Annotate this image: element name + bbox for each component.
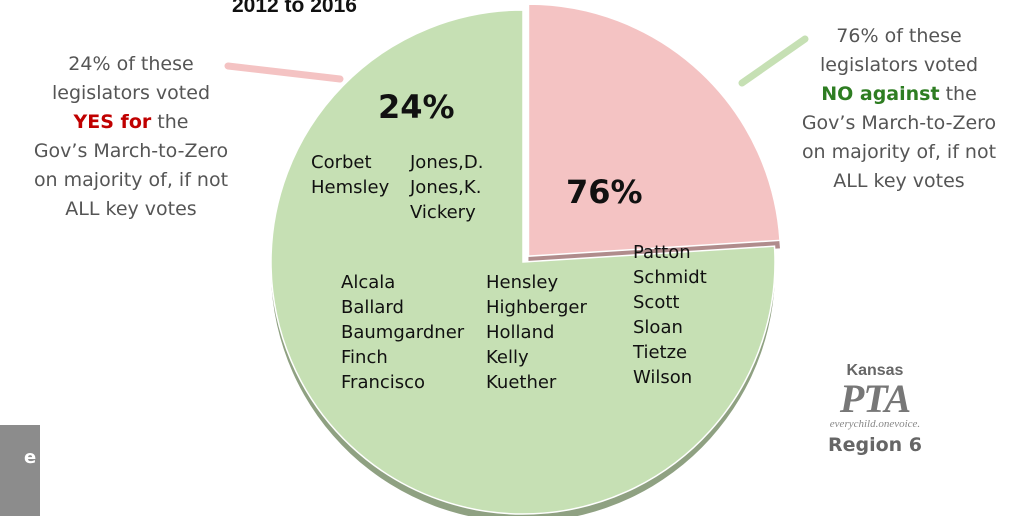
logo-tagline: everychild.onevoice. bbox=[829, 418, 921, 430]
slice-label-yes: 24% bbox=[378, 88, 455, 126]
pie-slices bbox=[270, 3, 781, 516]
legislator-name: Patton bbox=[633, 242, 691, 263]
legislator-name: Schmidt bbox=[633, 267, 707, 288]
no-names-col1: Alcala Ballard Baumgardner Finch Francis… bbox=[341, 270, 464, 395]
legislator-name: Hensley bbox=[486, 272, 559, 293]
legislator-name: Tietze bbox=[633, 342, 688, 363]
legislator-name: Baumgardner bbox=[341, 322, 465, 343]
logo-kansas-text: Kansas bbox=[846, 362, 904, 379]
pie-slice-0 bbox=[527, 3, 781, 257]
logo-region: Region 6 bbox=[827, 434, 923, 456]
legislator-name: Francisco bbox=[341, 372, 426, 393]
legislator-name: Ballard bbox=[341, 297, 404, 318]
legislator-name: Hemsley bbox=[311, 177, 390, 198]
legislator-name: Holland bbox=[486, 322, 555, 343]
annotation-line: legislators voted bbox=[819, 54, 979, 76]
annotation-line: Gov’s March-to-Zero bbox=[801, 112, 997, 134]
logo-pta-text: PTA bbox=[839, 376, 911, 421]
legislator-name: Corbet bbox=[311, 152, 372, 173]
annotation-emphasis-yes: YES for bbox=[73, 111, 152, 133]
legislator-name: Alcala bbox=[341, 272, 396, 293]
annotation-line: the bbox=[151, 111, 189, 133]
annotation-line: on majority of, if not bbox=[33, 169, 229, 191]
chart-title: 2012 to 2016 bbox=[232, 0, 357, 17]
legislator-name: Finch bbox=[341, 347, 388, 368]
kansas-pta-logo: Kansas PTA everychild.onevoice. Region 6 bbox=[800, 362, 950, 456]
legislator-name: Jones,D. bbox=[410, 152, 484, 173]
yes-names-col2: Jones,D. Jones,K. Vickery bbox=[410, 150, 484, 225]
annotation-emphasis-no: NO against bbox=[821, 83, 940, 105]
annotation-line: the bbox=[939, 83, 977, 105]
pie-slice-1 bbox=[270, 9, 776, 515]
connector-yes bbox=[224, 62, 344, 83]
legislator-name: Kuether bbox=[486, 372, 557, 393]
side-box: e bbox=[0, 425, 40, 516]
legislator-name: Wilson bbox=[633, 367, 693, 388]
connector-no bbox=[738, 35, 809, 87]
annotation-line: ALL key votes bbox=[65, 198, 197, 220]
annotation-line: on majority of, if not bbox=[801, 141, 997, 163]
legislator-name: Highberger bbox=[486, 297, 587, 318]
annotation-line: 24% of these bbox=[68, 53, 194, 75]
annotation-line: legislators voted bbox=[51, 82, 211, 104]
yes-names-col1: Corbet Hemsley bbox=[311, 150, 389, 200]
annotation-yes: 24% of these legislators voted YES for t… bbox=[0, 50, 262, 224]
no-names-col2: Hensley Highberger Holland Kelly Kuether bbox=[486, 270, 587, 395]
annotation-line: ALL key votes bbox=[833, 170, 965, 192]
side-box-text: e bbox=[24, 447, 37, 468]
legislator-name: Jones,K. bbox=[410, 177, 482, 198]
no-names-col3: Patton Schmidt Scott Sloan Tietze Wilson bbox=[633, 240, 707, 390]
annotation-no: 76% of these legislators voted NO agains… bbox=[768, 22, 1029, 196]
legislator-name: Kelly bbox=[486, 347, 529, 368]
legislator-name: Sloan bbox=[633, 317, 683, 338]
legislator-name: Vickery bbox=[410, 202, 476, 223]
annotation-line: Gov’s March-to-Zero bbox=[33, 140, 229, 162]
legislator-name: Scott bbox=[633, 292, 680, 313]
annotation-line: 76% of these bbox=[836, 25, 962, 47]
slice-label-no: 76% bbox=[566, 173, 643, 211]
